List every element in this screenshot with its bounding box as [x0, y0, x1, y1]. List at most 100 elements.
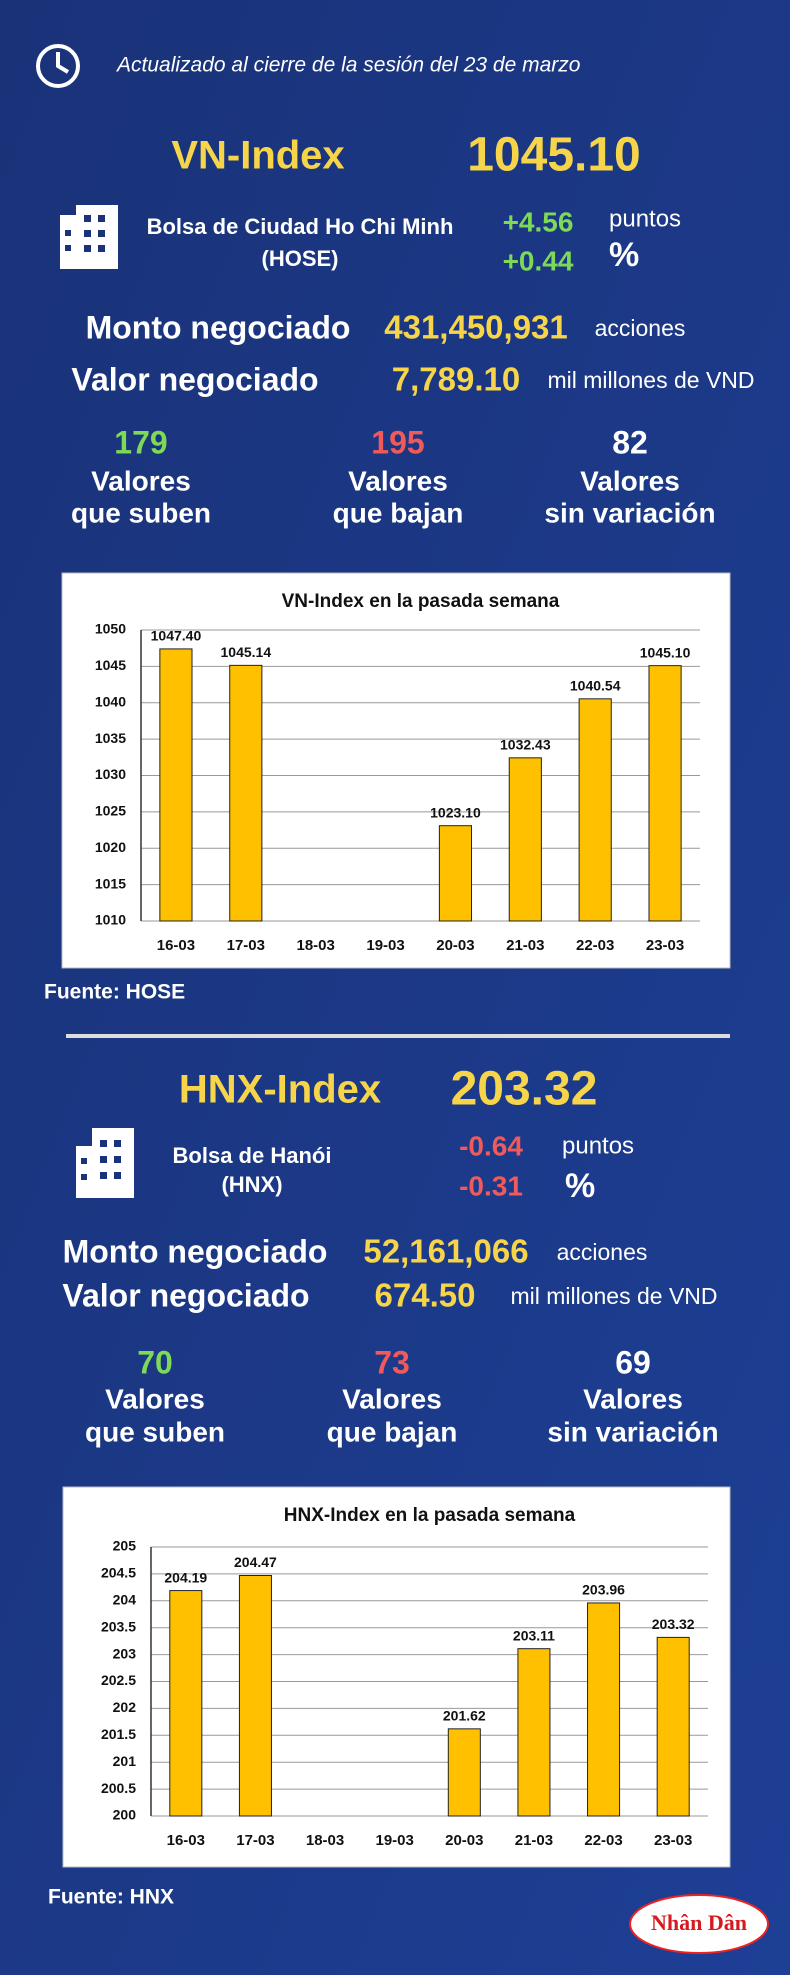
x-tick-label: 20-03 [436, 937, 474, 954]
y-tick-label: 1035 [95, 730, 126, 746]
stat-count: 69 [615, 1344, 651, 1380]
x-tick-label: 17-03 [227, 937, 265, 954]
stat-label: Valores [348, 465, 448, 496]
points-unit: puntos [562, 1132, 634, 1159]
x-tick-label: 18-03 [297, 937, 335, 954]
index-value: 203.32 [451, 1063, 598, 1116]
value-label: 1023.10 [430, 804, 481, 820]
volume: 52,161,066 [363, 1233, 528, 1270]
stat-label: Valores [91, 465, 191, 496]
value-label: Valor negociado [62, 1277, 309, 1313]
stat-label: que suben [85, 1416, 225, 1447]
y-tick-label: 1025 [95, 803, 126, 819]
bar [508, 757, 542, 922]
x-tick-label: 18-03 [306, 1832, 344, 1849]
stat-count: 82 [612, 424, 648, 460]
y-tick-label: 203.5 [101, 1618, 136, 1634]
bar [159, 648, 193, 922]
value-label: 1040.54 [570, 678, 621, 694]
exchange-code: (HNX) [221, 1172, 282, 1197]
source: Fuente: HOSE [44, 981, 185, 1004]
x-tick-label: 17-03 [236, 1832, 274, 1849]
value-label: 203.11 [513, 1627, 555, 1643]
y-tick-label: 204.5 [101, 1565, 136, 1581]
value-label: Valor negociado [71, 361, 318, 397]
y-tick-label: 1020 [95, 839, 126, 855]
value-label: 201.62 [443, 1708, 486, 1724]
y-tick-label: 203 [113, 1645, 137, 1661]
volume: 431,450,931 [384, 309, 568, 346]
volume-unit: acciones [595, 315, 686, 341]
y-tick-label: 1015 [95, 875, 126, 891]
y-tick-label: 1040 [95, 693, 126, 709]
stat-label: sin variación [547, 1416, 718, 1447]
chart-title: VN-Index en la pasada semana [282, 591, 560, 612]
update-note: Actualizado al cierre de la sesión del 2… [115, 54, 581, 77]
stat-count: 195 [371, 424, 424, 460]
bar [587, 1602, 621, 1817]
volume-label: Monto negociado [63, 1233, 328, 1269]
stat-label: Valores [583, 1383, 683, 1414]
index-name: VN-Index [171, 134, 344, 178]
points-unit: puntos [609, 205, 681, 232]
clock-icon [36, 44, 80, 88]
bar [578, 698, 612, 922]
bar [517, 1648, 551, 1817]
value-label: 204.19 [164, 1569, 207, 1585]
y-tick-label: 205 [113, 1538, 137, 1554]
x-tick-label: 19-03 [366, 937, 404, 954]
bar [238, 1575, 272, 1817]
stat-label: que suben [71, 497, 211, 528]
x-tick-label: 20-03 [445, 1832, 483, 1849]
logo: Nhân Dân [651, 1910, 747, 1935]
building-icon [76, 1128, 134, 1198]
bar [169, 1590, 203, 1817]
x-tick-label: 21-03 [515, 1832, 553, 1849]
building-windows [65, 215, 105, 252]
value: 674.50 [375, 1277, 476, 1314]
stat-count: 179 [114, 424, 167, 460]
logo-badge [629, 1894, 769, 1954]
x-tick-label: 16-03 [157, 937, 195, 954]
bar [656, 1636, 690, 1817]
exchange-code: (HOSE) [262, 246, 339, 271]
exchange: Bolsa de Ciudad Ho Chi Minh [147, 214, 454, 239]
stat-label: Valores [342, 1383, 442, 1414]
stat-count: 73 [374, 1344, 410, 1380]
value-label: 1045.14 [221, 644, 272, 660]
change-points: +4.56 [503, 206, 574, 237]
value-label: 204.47 [234, 1554, 277, 1570]
stat-label: Valores [105, 1383, 205, 1414]
stat-label: que bajan [327, 1416, 458, 1447]
value-label: 1045.10 [640, 644, 691, 660]
building-windows [81, 1140, 121, 1180]
x-tick-label: 19-03 [376, 1832, 414, 1849]
bar [229, 664, 263, 922]
x-tick-label: 16-03 [167, 1832, 205, 1849]
bar [438, 825, 473, 922]
change-percent: +0.44 [503, 245, 574, 276]
value-unit: mil millones de VND [510, 1283, 717, 1309]
exchange: Bolsa de Hanói [173, 1143, 332, 1168]
stat-label: sin variación [544, 497, 715, 528]
source: Fuente: HNX [48, 1886, 174, 1909]
value-label: 203.96 [582, 1582, 625, 1598]
x-tick-label: 22-03 [584, 1832, 622, 1849]
change-percent: -0.31 [459, 1170, 523, 1201]
value-label: 1032.43 [500, 737, 551, 753]
index-name: HNX-Index [179, 1068, 381, 1112]
x-tick-label: 23-03 [654, 1832, 692, 1849]
y-tick-label: 200.5 [101, 1780, 136, 1796]
x-tick-label: 23-03 [646, 937, 684, 954]
value-label: 203.32 [652, 1616, 695, 1632]
x-tick-label: 22-03 [576, 937, 614, 954]
volume-unit: acciones [557, 1239, 648, 1265]
bar [447, 1728, 481, 1817]
y-tick-label: 1045 [95, 657, 126, 673]
stat-count: 70 [137, 1344, 173, 1380]
percent-unit: % [565, 1167, 595, 1205]
building-icon [60, 205, 118, 269]
stat-label: Valores [580, 465, 680, 496]
y-tick-label: 204 [113, 1592, 137, 1608]
